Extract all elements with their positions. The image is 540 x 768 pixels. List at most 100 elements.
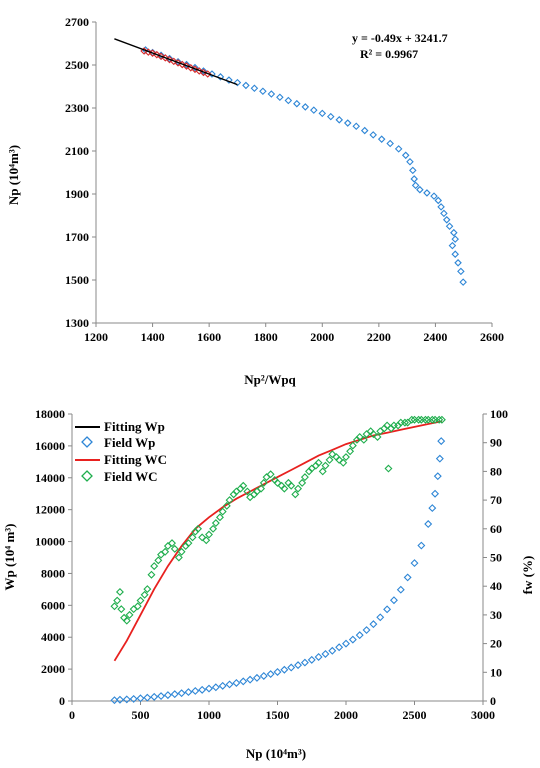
field-wp-point: [225, 680, 234, 689]
x-tick-label: 2500: [403, 708, 427, 722]
field-wp-point: [294, 661, 303, 670]
y-tick-label: 2300: [65, 101, 89, 115]
field-wp-point: [122, 695, 131, 704]
y-right-tick-label: 60: [490, 522, 502, 536]
data-point-blue: [335, 116, 344, 124]
field-wc-point: [325, 455, 334, 464]
field-wp-point: [177, 689, 186, 698]
y-right-tick-label: 90: [490, 436, 502, 450]
field-wc-point: [194, 524, 203, 533]
field-wp-point: [410, 559, 419, 568]
y-tick-label: 2500: [65, 58, 89, 72]
field-wc-point: [117, 605, 126, 614]
x-tick-label: 1500: [266, 708, 290, 722]
chart-2-x-axis-title: Np (10⁴m³): [246, 746, 306, 761]
data-point-blue: [451, 250, 460, 258]
data-point-blue: [457, 267, 465, 276]
y-right-tick-label: 20: [490, 637, 502, 651]
y-tick-label: 14000: [35, 471, 65, 485]
data-point-blue: [259, 87, 267, 96]
field-wc-point: [321, 461, 330, 470]
data-point-blue: [267, 90, 276, 98]
field-wc-point: [339, 458, 348, 467]
field-wc-point: [250, 490, 259, 499]
field-wc-point: [359, 435, 368, 444]
field-wc-point: [174, 553, 183, 562]
field-wc-point: [243, 487, 252, 496]
data-point-blue: [360, 126, 369, 135]
field-wp-point: [191, 686, 200, 695]
x-tick-label: 1200: [84, 330, 108, 344]
field-wc-point: [133, 602, 142, 611]
data-point-blue: [459, 278, 467, 286]
y-right-tick-label: 30: [490, 608, 502, 622]
x-tick-label: 3000: [471, 708, 495, 722]
field-wp-point: [403, 573, 412, 582]
field-wc-point: [259, 478, 268, 487]
field-wp-point: [321, 649, 330, 658]
field-wc-point: [348, 441, 357, 450]
field-wp-point: [300, 658, 309, 667]
field-wc-point: [435, 415, 444, 424]
chart-1-y-axis-title: Np (10⁴m³): [6, 145, 21, 205]
field-wc-point: [318, 467, 327, 476]
data-point-blue: [445, 222, 454, 231]
data-point-blue: [369, 131, 377, 139]
data-point-blue: [440, 209, 448, 218]
x-tick-label: 2200: [367, 330, 391, 344]
legend-field-wc-swatch: [81, 470, 93, 482]
chart-1-r-squared: R² = 0.9967: [360, 47, 418, 61]
y-right-tick-label: 70: [490, 493, 502, 507]
x-tick-label: 2000: [310, 330, 334, 344]
fitting-wc-line: [113, 420, 443, 662]
y-tick-label: 1500: [65, 273, 89, 287]
field-wp-point: [136, 694, 145, 703]
chart-2-series: [110, 415, 446, 705]
chart-2-x-ticks: 0 500 1000 1500 2000 2500 3000: [69, 701, 495, 722]
field-wc-point: [387, 424, 396, 433]
field-wp-point: [218, 681, 227, 690]
data-point-blue: [406, 157, 414, 166]
data-point-blue: [225, 76, 233, 84]
chart-2-y-axis-title-left: Wp (10⁴ m³): [2, 523, 17, 590]
field-wc-point: [414, 415, 423, 424]
field-wp-point: [266, 670, 275, 679]
data-point-blue: [394, 145, 403, 153]
chart-1-fit-line: [114, 38, 238, 86]
chart-2-y-axis-title-right: fw (%): [520, 556, 535, 595]
data-point-blue: [437, 203, 445, 211]
field-wp-point: [383, 605, 392, 614]
data-point-blue: [442, 216, 451, 224]
field-wp-point: [335, 643, 344, 652]
field-wc-point: [294, 484, 303, 493]
y-right-tick-label: 40: [490, 579, 502, 593]
field-wp-point: [362, 626, 371, 635]
field-wc-point: [287, 481, 296, 490]
field-wc-point: [198, 533, 207, 542]
data-point-blue: [448, 241, 457, 250]
chart-1-points: [140, 46, 467, 286]
field-wc-point: [125, 610, 134, 619]
x-tick-label: 2400: [423, 330, 447, 344]
data-point-blue: [454, 259, 462, 267]
field-wp-point: [428, 504, 437, 513]
y-tick-label: 2100: [65, 144, 89, 158]
y-tick-label: 8000: [41, 566, 65, 580]
legend-fitting-wc-label: Fitting WC: [104, 452, 167, 467]
y-tick-label: 4000: [41, 630, 65, 644]
field-wc-point: [168, 539, 176, 548]
chart-1-y-ticks: 1300 1500 1700 1900 2100 2300 2500 2700: [65, 15, 96, 330]
field-wp-point: [129, 694, 138, 703]
y-tick-label: 2700: [65, 15, 89, 29]
field-wp-point: [396, 585, 405, 594]
field-wp-point: [239, 677, 248, 686]
field-wp-point: [314, 653, 323, 661]
data-point-blue: [293, 99, 301, 108]
field-wc-point: [209, 524, 218, 533]
field-wc-point: [184, 539, 193, 548]
field-wc-point: [222, 501, 231, 510]
field-wc-point: [394, 421, 403, 430]
x-tick-label: 2600: [480, 330, 504, 344]
field-wc-point: [140, 590, 149, 599]
